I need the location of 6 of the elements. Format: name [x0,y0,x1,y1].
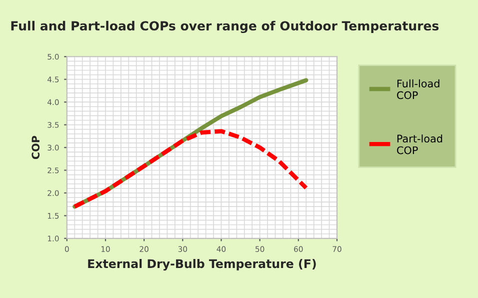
line-series [72,129,308,209]
x-axis-title: External Dry-Bulb Temperature (F) [88,258,316,271]
legend-label: Full-load COP [397,79,440,100]
y-axis-title: COP [32,136,40,160]
chart-title: Full and Part-load COPs over range of Outdoor Temperatures [11,20,439,34]
legend-label: Part-load COP [397,134,442,154]
